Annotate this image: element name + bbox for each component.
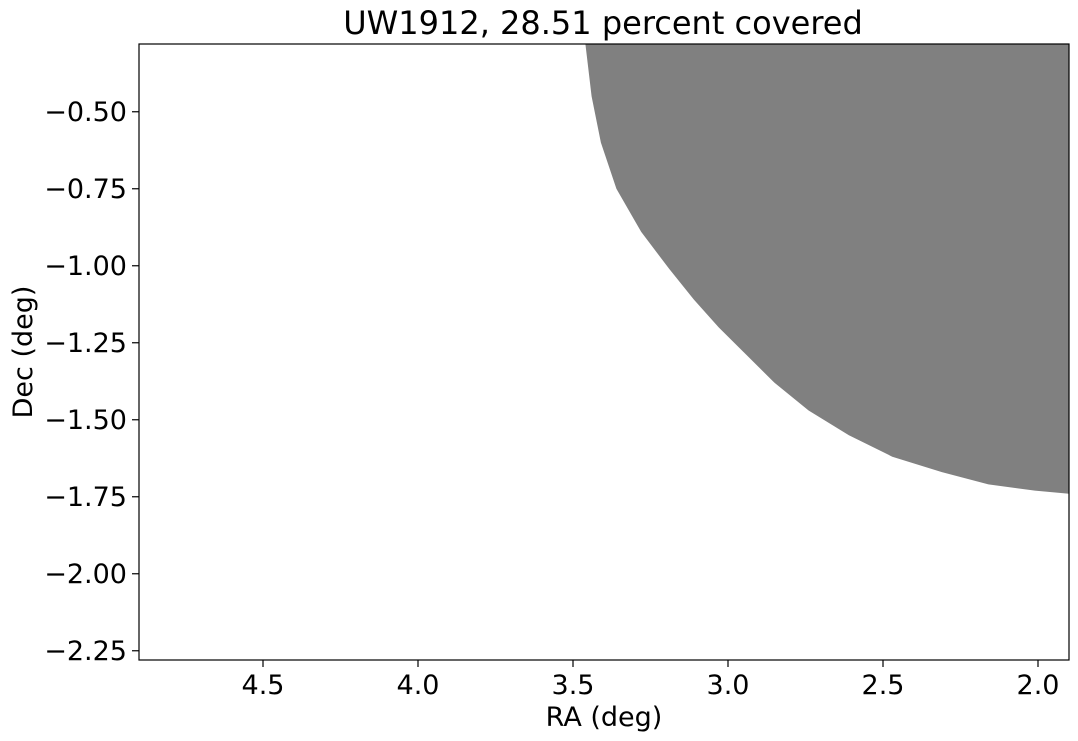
x-tick-label: 3.5 bbox=[552, 670, 595, 701]
y-tick-label: −2.00 bbox=[44, 559, 127, 590]
y-tick-label: −0.50 bbox=[44, 97, 127, 128]
x-tick-label: 4.0 bbox=[397, 670, 440, 701]
y-tick-label: −1.00 bbox=[44, 251, 127, 282]
y-tick-label: −1.25 bbox=[44, 328, 127, 359]
y-tick-label: −1.50 bbox=[44, 405, 127, 436]
x-axis-label: RA (deg) bbox=[546, 702, 663, 733]
coverage-region bbox=[585, 44, 1069, 494]
x-tick-label: 3.0 bbox=[707, 670, 750, 701]
x-axis: 4.5 4.0 3.5 3.0 2.5 2.0 bbox=[242, 660, 1060, 701]
y-tick-label: −1.75 bbox=[44, 482, 127, 513]
y-tick-label: −0.75 bbox=[44, 174, 127, 205]
x-tick-label: 2.5 bbox=[862, 670, 905, 701]
chart-title: UW1912, 28.51 percent covered bbox=[343, 4, 863, 42]
plot-area bbox=[138, 43, 1070, 661]
x-tick-label: 2.0 bbox=[1017, 670, 1060, 701]
y-tick-label: −2.25 bbox=[44, 636, 127, 667]
plot-frame bbox=[138, 43, 1070, 661]
y-axis: −0.50 −0.75 −1.00 −1.25 −1.50 −1.75 −2.00 −2.25 bbox=[44, 97, 139, 667]
x-tick-label: 4.5 bbox=[242, 670, 285, 701]
y-axis-label: Dec (deg) bbox=[8, 286, 39, 419]
